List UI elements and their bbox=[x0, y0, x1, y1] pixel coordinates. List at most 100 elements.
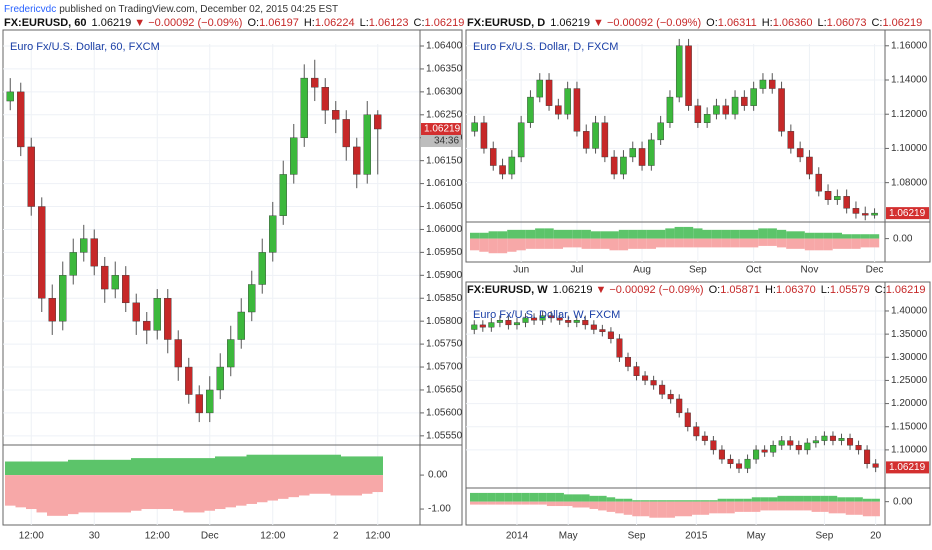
candle-body bbox=[787, 131, 795, 149]
indicator-bar bbox=[507, 229, 517, 239]
ohlc-value: 1.06219 bbox=[425, 17, 465, 29]
indicator-bar bbox=[786, 238, 796, 249]
candle-body bbox=[633, 366, 640, 377]
candle-body bbox=[610, 156, 618, 175]
panel-frame bbox=[2, 29, 463, 526]
indicator-bar bbox=[743, 498, 752, 502]
indicator-bar bbox=[785, 495, 795, 502]
indicator-bar bbox=[204, 475, 215, 511]
indicator-bar bbox=[823, 238, 833, 251]
y-tick-label: 1.14000 bbox=[891, 75, 928, 86]
indicator-bar bbox=[760, 497, 769, 502]
candle-body bbox=[607, 331, 614, 339]
indicator-bar bbox=[236, 456, 247, 476]
candle-body bbox=[768, 79, 776, 89]
candle-body bbox=[812, 440, 819, 444]
last-price: 1.06219 bbox=[92, 17, 132, 29]
ohlc-value: 1.06123 bbox=[369, 17, 409, 29]
candle-body bbox=[564, 88, 571, 115]
y-tick-label: 1.06150 bbox=[426, 155, 463, 166]
symbol: FX:EURUSD, D bbox=[467, 17, 545, 29]
indicator-bar bbox=[862, 501, 872, 517]
indicator-bar bbox=[598, 495, 607, 502]
candle-body bbox=[648, 139, 655, 166]
x-tick-label: 12:00 bbox=[365, 531, 390, 542]
candle-body bbox=[735, 463, 743, 469]
candle-body bbox=[80, 238, 88, 253]
y-tick-label: -1.00 bbox=[428, 504, 451, 515]
indicator-bar bbox=[478, 501, 488, 505]
candle-body bbox=[713, 105, 720, 115]
candle-body bbox=[69, 252, 77, 276]
indicator-bar bbox=[646, 229, 656, 239]
indicator-bar bbox=[78, 475, 89, 513]
indicator-bar bbox=[656, 238, 666, 248]
indicator-bar bbox=[351, 456, 362, 476]
indicator-bar bbox=[768, 497, 778, 502]
indicator-bar bbox=[555, 501, 564, 507]
indicator-bar bbox=[470, 492, 479, 502]
ohlc-value: 1.06370 bbox=[776, 284, 816, 296]
indicator-bar bbox=[563, 238, 573, 248]
indicator-bar bbox=[110, 475, 121, 513]
candle-body bbox=[227, 339, 235, 368]
indicator-bar bbox=[278, 454, 289, 476]
y-tick-label: 1.06250 bbox=[426, 109, 463, 120]
indicator-bar bbox=[525, 238, 536, 249]
ohlc-label: H: bbox=[304, 17, 315, 29]
indicator-bar bbox=[749, 229, 759, 239]
candle-body bbox=[499, 165, 506, 175]
indicator-bar bbox=[99, 475, 110, 513]
candle-body bbox=[195, 394, 203, 414]
indicator-bar bbox=[640, 501, 650, 517]
indicator-bar bbox=[538, 492, 547, 502]
x-tick-label: 2014 bbox=[506, 531, 529, 542]
indicator-bar bbox=[225, 456, 236, 476]
candle-body bbox=[796, 148, 804, 158]
indicator-bar bbox=[470, 501, 479, 505]
indicator-bar bbox=[760, 501, 769, 511]
indicator-bar bbox=[120, 459, 131, 476]
indicator-bar bbox=[795, 231, 805, 239]
indicator-bar bbox=[700, 501, 710, 515]
indicator-bar bbox=[665, 228, 675, 239]
indicator-bar bbox=[507, 238, 517, 252]
ohlc-label: C: bbox=[875, 284, 886, 296]
candle-body bbox=[90, 238, 98, 267]
series-title: Euro Fx/U.S. Dollar, D, FXCM bbox=[473, 41, 618, 53]
candle-body bbox=[59, 275, 67, 322]
x-tick-label: 20 bbox=[870, 531, 882, 542]
indicator-bar bbox=[246, 475, 257, 504]
candle-body bbox=[573, 88, 581, 132]
indicator-bar bbox=[309, 454, 320, 476]
indicator-bar bbox=[194, 458, 205, 476]
candle-body bbox=[872, 463, 879, 468]
y-tick-label: 1.10000 bbox=[891, 445, 928, 456]
candle-body bbox=[770, 445, 777, 453]
indicator-bar bbox=[683, 500, 693, 502]
indicator-bar bbox=[589, 495, 599, 502]
indicator-bar bbox=[823, 232, 833, 239]
indicator-bar bbox=[162, 458, 173, 476]
indicator-bar bbox=[57, 461, 68, 476]
ohlc-value: 1.06219 bbox=[886, 284, 926, 296]
indicator-bar bbox=[832, 232, 842, 239]
y-tick-label: 1.06400 bbox=[426, 41, 463, 52]
indicator-bar bbox=[837, 501, 846, 514]
x-tick-label: 12:00 bbox=[145, 531, 170, 542]
price-tag-label: 1.06219 bbox=[889, 462, 926, 473]
candle-body bbox=[527, 96, 534, 123]
indicator-bar bbox=[288, 454, 299, 476]
indicator-bar bbox=[309, 475, 320, 494]
ohlc-label: L: bbox=[821, 284, 830, 296]
indicator-bar bbox=[36, 475, 47, 513]
candle-body bbox=[311, 77, 319, 88]
indicator-bar bbox=[555, 492, 564, 502]
indicator-bar bbox=[692, 500, 701, 502]
candle-body bbox=[701, 435, 708, 441]
indicator-bar bbox=[497, 231, 508, 239]
indicator-bar bbox=[637, 229, 647, 239]
price-tag bbox=[886, 207, 929, 220]
indicator-bar bbox=[871, 498, 880, 502]
candle-body bbox=[522, 317, 529, 323]
